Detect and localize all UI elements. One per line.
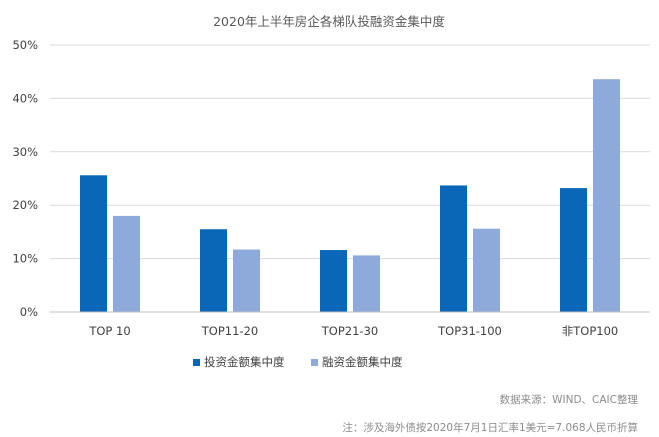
bar-financing (233, 249, 260, 312)
y-tick-label: 0% (20, 305, 38, 319)
x-tick-label: TOP11-20 (201, 324, 258, 338)
chart-title: 2020年上半年房企各梯队投融资金集中度 (213, 14, 445, 29)
footnote: 注：涉及海外债按2020年7月1日汇率1美元=7.068人民币折算 (342, 421, 638, 434)
bar-investment (80, 175, 107, 312)
y-tick-label: 20% (12, 198, 38, 212)
legend-label: 投资金额集中度 (204, 355, 285, 369)
bar-financing (593, 79, 620, 313)
x-tick-label: TOP21-30 (321, 324, 378, 338)
x-axis: TOP 10 TOP11-20 TOP21-30 TOP31-100 非TOP100 (88, 324, 618, 338)
bar-investment (320, 250, 347, 312)
gridlines (50, 44, 650, 260)
legend-swatch (311, 359, 318, 366)
bar-investment (440, 185, 467, 312)
bar-investment (560, 188, 587, 312)
x-tick-label: 非TOP100 (562, 324, 618, 338)
x-tick-label: TOP 10 (88, 324, 130, 338)
bar-financing (473, 228, 500, 312)
bar-financing (353, 255, 380, 312)
legend-swatch (193, 359, 200, 366)
legend-label: 融资金额集中度 (322, 355, 403, 369)
y-tick-label: 50% (12, 38, 38, 52)
source-note: 数据来源：WIND、CAIC整理 (500, 393, 639, 406)
x-tick-label: TOP31-100 (437, 324, 502, 338)
bars (80, 79, 620, 313)
y-tick-label: 10% (12, 252, 38, 266)
bar-financing (113, 215, 140, 312)
bar-investment (200, 229, 227, 312)
legend: 投资金额集中度 融资金额集中度 (193, 355, 403, 369)
y-tick-label: 30% (12, 145, 38, 159)
y-axis: 0% 10% 20% 30% 40% 50% (12, 38, 38, 319)
y-tick-label: 40% (12, 91, 38, 105)
